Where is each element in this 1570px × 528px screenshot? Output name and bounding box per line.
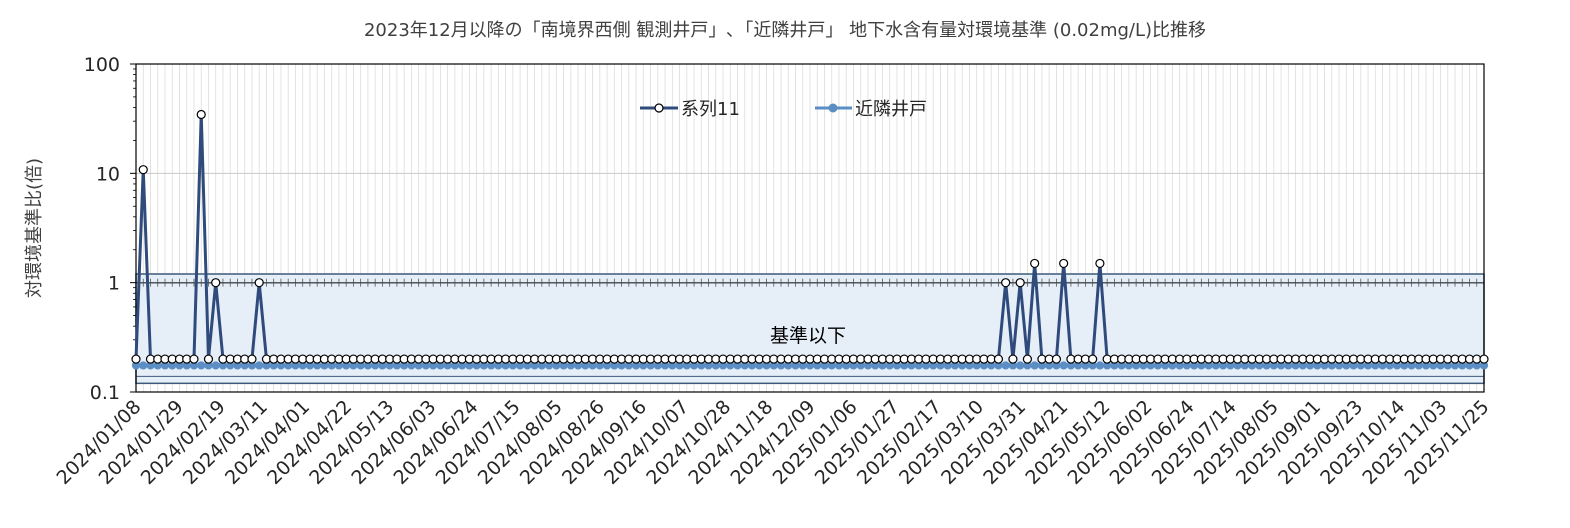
data-point — [1016, 361, 1025, 370]
legend-label-series-2: 近隣井戸 — [855, 99, 927, 120]
data-point — [993, 354, 1004, 364]
y-tick-label: 0.1 — [90, 382, 120, 404]
data-point — [196, 109, 206, 120]
plot-frame — [135, 63, 1485, 393]
data-point — [1095, 258, 1105, 269]
band-label: 基準以下 — [770, 325, 846, 347]
data-point — [1088, 354, 1098, 364]
data-point — [1059, 258, 1069, 269]
data-point — [247, 354, 257, 364]
data-point — [211, 278, 221, 288]
legend: 系列11 近隣井戸 — [640, 99, 927, 120]
data-point — [1059, 361, 1068, 370]
y-axis: 0.1 1 10 100 — [84, 54, 136, 404]
data-point — [1479, 354, 1489, 364]
data-point — [1022, 354, 1033, 364]
legend-marker-series-2 — [828, 103, 838, 113]
legend-marker-series-1 — [654, 103, 664, 113]
data-point — [138, 165, 148, 175]
data-point — [1008, 354, 1018, 364]
y-tick-label: 1 — [108, 273, 120, 295]
data-point — [1015, 278, 1025, 288]
data-point — [131, 354, 141, 364]
y-tick-label: 100 — [84, 54, 120, 76]
data-point — [203, 354, 214, 364]
data-point — [1030, 361, 1039, 370]
data-point — [254, 278, 264, 288]
x-axis: 2024/01/082024/01/292024/02/192024/03/11… — [53, 396, 1494, 489]
data-point — [189, 354, 199, 364]
data-point — [139, 361, 148, 370]
data-point — [1030, 258, 1040, 269]
data-point — [1095, 361, 1104, 370]
data-point — [1051, 354, 1062, 364]
series-layer — [131, 109, 1489, 370]
chart-title: 2023年12月以降の「南境界西側 観測井戸」､「近隣井戸」 地下水含有量対環境… — [364, 20, 1206, 41]
y-axis-label: 対環境基準比(倍) — [24, 158, 45, 298]
data-point — [197, 361, 206, 370]
data-point — [255, 361, 264, 370]
legend-label-series-1: 系列11 — [681, 99, 740, 120]
data-point — [1001, 278, 1011, 288]
data-point — [211, 361, 220, 370]
data-point — [1001, 361, 1010, 370]
plot-border — [135, 63, 1485, 393]
y-tick-label: 10 — [96, 163, 120, 185]
